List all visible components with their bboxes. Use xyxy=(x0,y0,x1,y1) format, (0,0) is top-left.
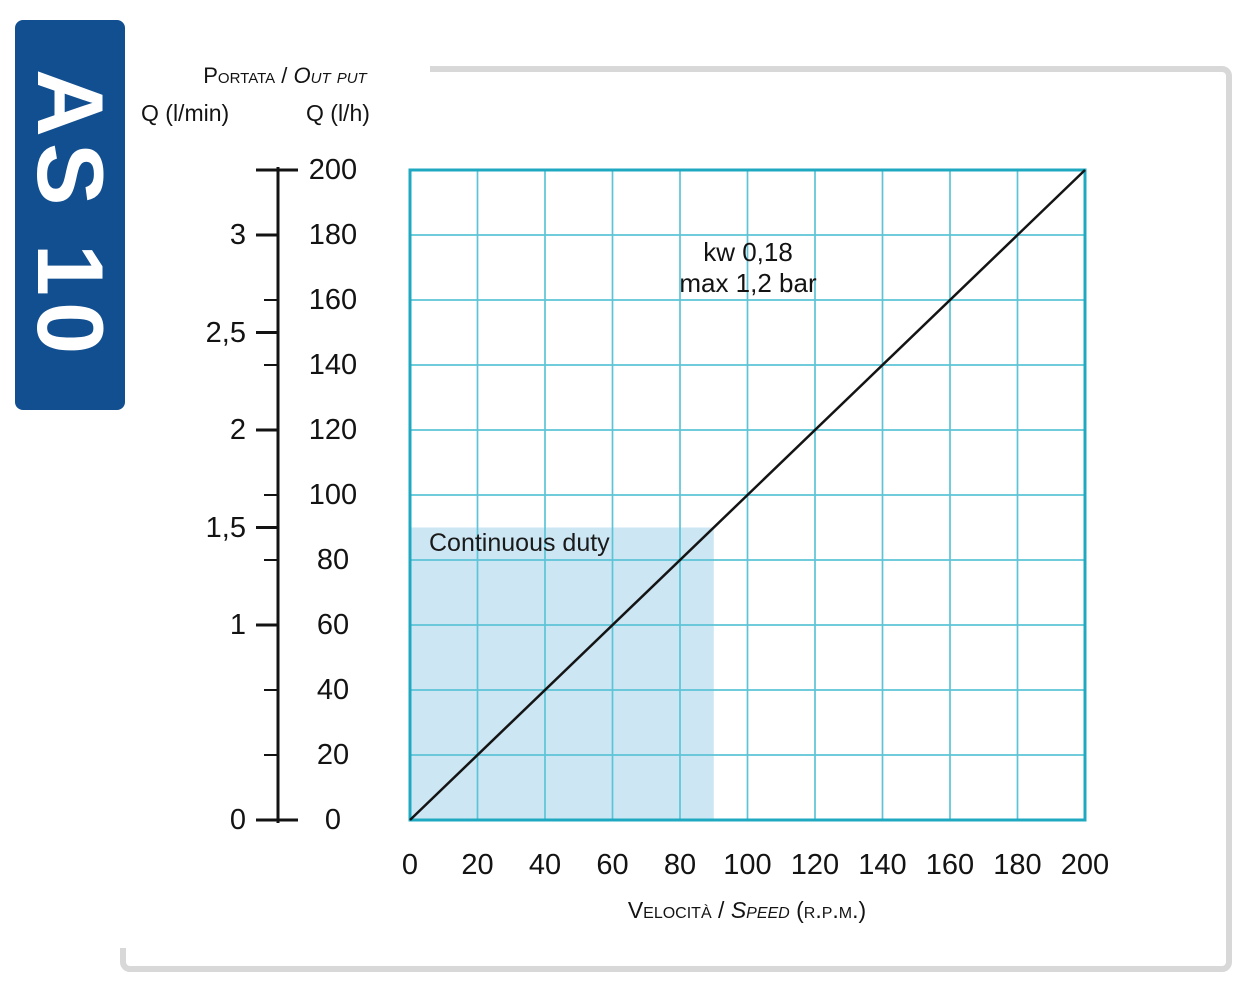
output-header-italic: Out put xyxy=(293,63,367,88)
model-banner: AS 10 xyxy=(15,20,125,410)
y-axis-unit-lmin: Q (l/min) xyxy=(141,100,230,126)
model-label: AS 10 xyxy=(18,69,123,361)
continuous-duty-label: Continuous duty xyxy=(429,529,610,557)
plot-border xyxy=(408,168,1087,822)
output-header-separator: / xyxy=(275,63,294,88)
x-axis-title: Velocità / Speed (r.p.m.) xyxy=(497,897,997,924)
annotation-power: kw 0,18 xyxy=(703,237,793,267)
output-header: Portata / Out put xyxy=(183,63,387,89)
x-axis-title-italic: Speed xyxy=(730,897,790,923)
y-axis-unit-lh: Q (l/h) xyxy=(306,100,370,126)
x-axis-title-unit: (r.p.m.) xyxy=(789,897,867,923)
output-header-main: Portata xyxy=(203,63,276,88)
power-annotation: kw 0,18 max 1,2 bar xyxy=(618,237,878,299)
annotation-pressure: max 1,2 bar xyxy=(679,268,817,298)
panel-border-mask-top xyxy=(116,60,430,76)
x-axis-title-separator: / xyxy=(711,897,731,923)
x-axis-title-main: Velocità xyxy=(627,897,712,923)
series-line-output-vs-speed xyxy=(409,169,1086,821)
